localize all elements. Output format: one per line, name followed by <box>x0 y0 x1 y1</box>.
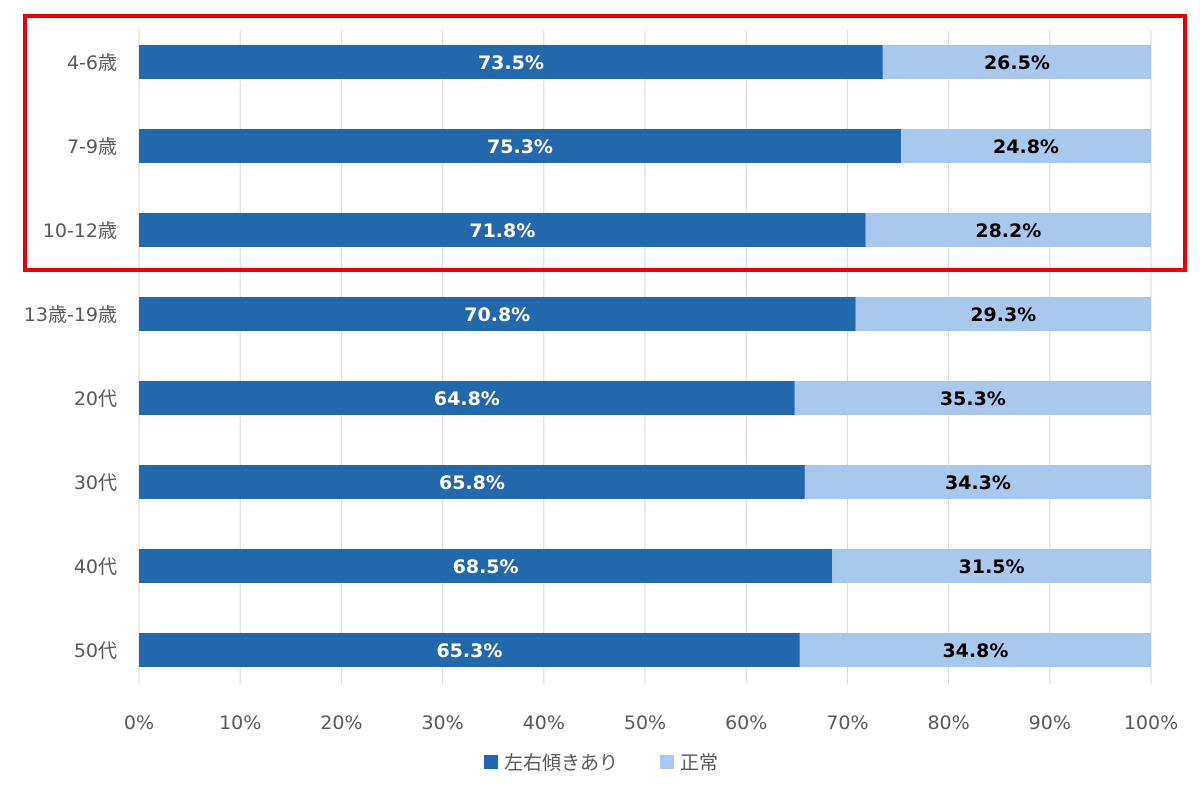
x-tick-label: 60% <box>725 712 767 734</box>
data-label: 34.3% <box>945 472 1011 494</box>
data-label: 70.8% <box>464 304 530 326</box>
category-label: 10-12歳 <box>43 220 117 242</box>
category-label: 7-9歳 <box>67 136 117 158</box>
x-tick-label: 30% <box>421 712 463 734</box>
data-label: 64.8% <box>434 388 500 410</box>
legend-swatch <box>660 755 674 769</box>
data-label: 65.8% <box>439 472 505 494</box>
data-label: 28.2% <box>975 220 1041 242</box>
data-label: 65.3% <box>436 640 502 662</box>
bar-segment <box>139 465 805 499</box>
category-label: 50代 <box>74 640 117 662</box>
data-label: 75.3% <box>487 136 553 158</box>
bar-segment <box>865 213 1151 247</box>
legend-label: 左右傾きあり <box>504 752 618 774</box>
data-label: 71.8% <box>469 220 535 242</box>
bar-segment <box>794 381 1151 415</box>
bar-segment <box>139 129 902 163</box>
x-tick-label: 20% <box>320 712 362 734</box>
highlight-frame <box>23 14 1187 272</box>
bar-segment <box>832 549 1151 583</box>
x-tick-label: 70% <box>826 712 868 734</box>
x-tick-label: 100% <box>1124 712 1178 734</box>
bar-segment <box>855 297 1151 331</box>
category-label: 4-6歳 <box>67 52 117 74</box>
data-label: 68.5% <box>453 556 519 578</box>
data-label: 31.5% <box>959 556 1025 578</box>
bar-segment <box>139 633 800 667</box>
category-label: 30代 <box>74 472 117 494</box>
x-tick-label: 40% <box>523 712 565 734</box>
data-label: 29.3% <box>970 304 1036 326</box>
x-tick-label: 10% <box>219 712 261 734</box>
bar-segment <box>882 45 1151 79</box>
x-tick-label: 0% <box>124 712 154 734</box>
bar-segment <box>799 633 1151 667</box>
category-label: 20代 <box>74 388 117 410</box>
data-label: 35.3% <box>940 388 1006 410</box>
data-label: 24.8% <box>993 136 1059 158</box>
category-label: 40代 <box>74 556 117 578</box>
data-label: 26.5% <box>984 52 1050 74</box>
legend-swatch <box>484 755 498 769</box>
bar-segment <box>139 213 866 247</box>
legend-label: 正常 <box>680 752 718 774</box>
bar-segment <box>901 129 1151 163</box>
bar-segment <box>139 381 795 415</box>
data-label: 34.8% <box>942 640 1008 662</box>
data-label: 73.5% <box>478 52 544 74</box>
x-tick-label: 90% <box>1029 712 1071 734</box>
x-tick-label: 80% <box>927 712 969 734</box>
bar-segment <box>804 465 1151 499</box>
bar-segment <box>139 297 856 331</box>
bar-segment <box>139 45 883 79</box>
bar-segment <box>139 549 833 583</box>
x-tick-label: 50% <box>624 712 666 734</box>
category-label: 13歳-19歳 <box>24 304 117 326</box>
